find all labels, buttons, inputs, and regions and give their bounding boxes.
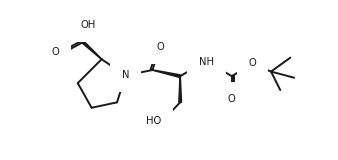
Polygon shape [152,70,180,77]
Text: HO: HO [146,116,161,126]
Text: O: O [156,42,164,52]
Text: N: N [122,70,129,80]
Text: O: O [249,58,257,68]
Text: OH: OH [80,20,95,30]
Text: NH: NH [199,56,214,67]
Text: O: O [51,47,59,56]
Polygon shape [81,40,102,59]
Text: O: O [228,94,236,104]
Polygon shape [179,76,182,102]
